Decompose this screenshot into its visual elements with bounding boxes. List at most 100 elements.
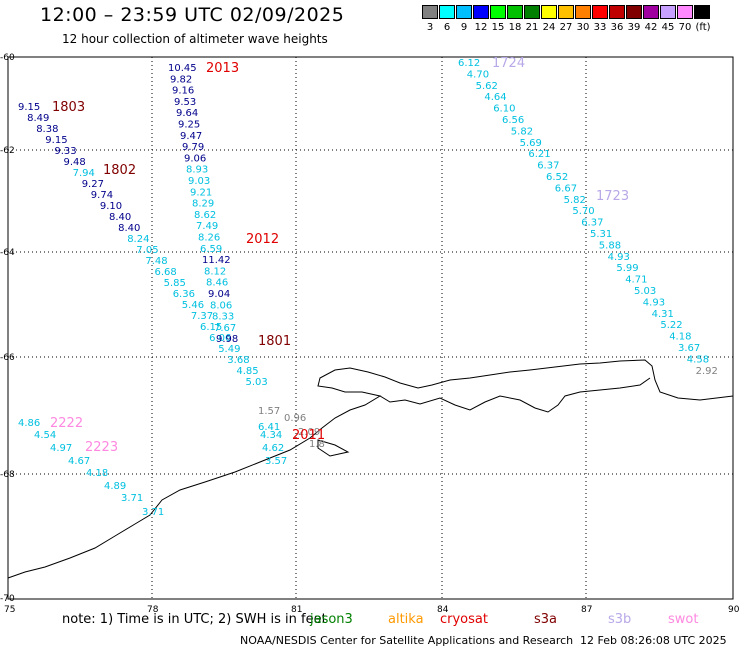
wave-height-value: 4.31 — [652, 309, 674, 320]
wave-height-value: 9.25 — [178, 120, 200, 131]
wave-height-value: 3.67 — [678, 343, 700, 354]
legend-label: 33 — [593, 22, 607, 33]
legend-label: 12 — [474, 22, 488, 33]
map-subtitle: 12 hour collection of altimeter wave hei… — [62, 32, 328, 46]
mission-label-jason3: jason3 — [310, 612, 353, 627]
wave-height-value: 4.54 — [34, 430, 56, 441]
legend-swatch — [660, 5, 676, 19]
track-id-label: 1723 — [596, 189, 629, 204]
wave-height-value: 0.96 — [284, 413, 306, 424]
map-title: 12:00 – 23:59 UTC 02/09/2025 — [40, 4, 345, 26]
wave-height-value: 8.06 — [210, 300, 232, 311]
wave-height-value: 5.82 — [564, 195, 586, 206]
track-id-label: 1801 — [258, 334, 291, 349]
wave-height-value: 4.97 — [50, 443, 72, 454]
mission-label-altika: altika — [388, 612, 424, 627]
wave-height-readings: 9.158.498.389.159.339.487.949.279.749.10… — [18, 56, 718, 518]
legend-swatch — [473, 5, 489, 19]
wave-height-value: 9.21 — [190, 187, 212, 198]
wave-height-value: 8.29 — [192, 199, 214, 210]
mission-label-s3a: s3a — [534, 612, 558, 627]
footnote: note: 1) Time is in UTC; 2) SWH is in fe… — [62, 612, 327, 627]
wave-height-value: 9.98 — [216, 334, 238, 345]
wave-height-value: 9.16 — [172, 86, 194, 97]
wave-height-value: 4.18 — [86, 468, 108, 479]
legend-unit: (ft) — [695, 22, 711, 33]
wave-height-value: 7.94 — [73, 168, 95, 179]
wave-height-value: 4.67 — [68, 456, 90, 467]
wave-height-value: 1.8 — [309, 439, 325, 450]
wave-height-value: 9.10 — [100, 201, 122, 212]
wave-height-value: 9.15 — [18, 102, 40, 113]
wave-height-value: 3.68 — [227, 355, 249, 366]
legend-swatch — [507, 5, 523, 19]
legend-swatch — [694, 5, 710, 19]
legend-swatch — [456, 5, 472, 19]
wave-height-value: 5.62 — [476, 81, 498, 92]
wave-height-value: 6.59 — [200, 244, 222, 255]
legend-label: 39 — [627, 22, 641, 33]
legend-label: 30 — [576, 22, 590, 33]
wave-height-value: 6.68 — [155, 267, 177, 278]
wave-height-value: 9.27 — [82, 179, 104, 190]
legend-label: 42 — [644, 22, 658, 33]
wave-height-value: 5.46 — [182, 300, 204, 311]
latitude-tick-label: -62 — [0, 146, 15, 156]
legend-label: 9 — [460, 22, 468, 33]
wave-height-value: 5.22 — [660, 320, 682, 331]
wave-height-value: 4.71 — [625, 275, 647, 286]
legend-swatch — [677, 5, 693, 19]
wave-height-value: 9.82 — [170, 74, 192, 85]
wave-height-value: 5.31 — [590, 229, 612, 240]
wave-height-value: 6.15 — [200, 322, 222, 333]
wave-height-value: 8.38 — [36, 124, 58, 135]
track-id-label: 1803 — [52, 100, 85, 115]
wave-height-value: 6.21 — [528, 149, 550, 160]
wave-height-value: 4.64 — [484, 92, 506, 103]
mission-label-cryosat: cryosat — [440, 612, 488, 627]
wave-height-value: 8.24 — [127, 234, 149, 245]
wave-height-value: 8.33 — [212, 312, 234, 323]
legend-label: 18 — [508, 22, 522, 33]
legend-label: 36 — [610, 22, 624, 33]
longitude-tick-label: 90 — [728, 605, 740, 615]
wave-height-value: 4.93 — [608, 252, 630, 263]
wave-height-value: 7.48 — [145, 256, 167, 267]
wave-height-value: 9.15 — [45, 135, 67, 146]
longitude-tick-label: 75 — [4, 605, 15, 615]
legend-swatch — [575, 5, 591, 19]
legend-swatch — [592, 5, 608, 19]
track-id-label: 1802 — [103, 163, 136, 178]
wave-height-value: 7.05 — [136, 245, 158, 256]
longitude-tick-label: 84 — [437, 605, 449, 615]
wave-height-value: 9.64 — [176, 108, 198, 119]
wave-height-value: 5.03 — [634, 286, 656, 297]
legend-label: 6 — [443, 22, 451, 33]
wave-height-value: 9.53 — [174, 97, 196, 108]
wave-height-value: 8.12 — [204, 266, 226, 277]
wave-height-value: 9.06 — [184, 153, 206, 164]
wave-height-value: 9.74 — [91, 190, 113, 201]
wave-height-value: 7.49 — [196, 221, 218, 232]
track-id-label: 2222 — [50, 416, 83, 431]
wave-height-value: 1.57 — [258, 406, 280, 417]
wave-height-value: 4.89 — [104, 481, 126, 492]
wave-height-value: 8.40 — [118, 223, 140, 234]
wave-height-value: 5.82 — [511, 126, 533, 137]
legend-swatch — [643, 5, 659, 19]
legend-label: 15 — [491, 22, 505, 33]
legend-label: 70 — [678, 22, 692, 33]
legend-swatch — [422, 5, 438, 19]
wave-height-value: 6.41 — [258, 422, 280, 433]
wave-height-value: 8.62 — [194, 210, 216, 221]
coastline-bay — [379, 377, 651, 413]
wave-height-value: 5.88 — [599, 240, 621, 251]
track-id-label: 1724 — [492, 56, 525, 71]
coastline-inlet — [317, 439, 350, 457]
wave-height-value: 6.56 — [502, 115, 524, 126]
wave-height-value: 5.49 — [218, 344, 240, 355]
wave-height-value: 7.67 — [214, 323, 236, 334]
wave-height-value: 6.37 — [537, 161, 559, 172]
mission-label-swot: swot — [668, 612, 699, 627]
